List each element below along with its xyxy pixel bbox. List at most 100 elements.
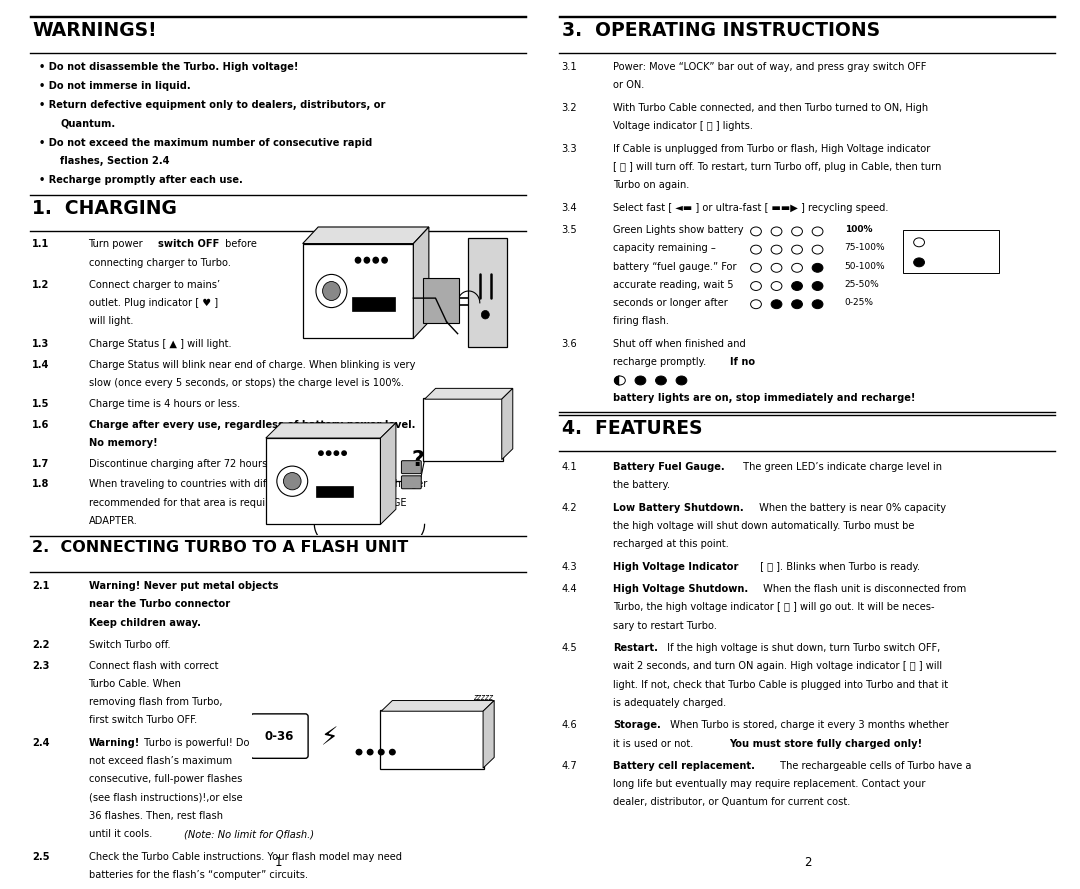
Text: 4.5: 4.5	[562, 644, 577, 653]
Text: [ ⓨ ]. Blinks when Turbo is ready.: [ ⓨ ]. Blinks when Turbo is ready.	[757, 562, 920, 572]
Circle shape	[326, 451, 330, 455]
Text: The green LED’s indicate charge level in: The green LED’s indicate charge level in	[740, 462, 942, 472]
FancyBboxPatch shape	[251, 714, 308, 758]
Text: 4.2: 4.2	[562, 503, 577, 513]
Text: You must store fully charged only!: You must store fully charged only!	[729, 739, 922, 749]
Polygon shape	[266, 438, 380, 525]
FancyBboxPatch shape	[315, 485, 353, 497]
FancyBboxPatch shape	[423, 278, 459, 323]
FancyBboxPatch shape	[468, 237, 508, 347]
Text: 4.6: 4.6	[562, 720, 577, 731]
Text: 36 flashes. Then, rest flash: 36 flashes. Then, rest flash	[89, 811, 222, 821]
Text: Shut off when finished and: Shut off when finished and	[613, 339, 746, 348]
Polygon shape	[502, 388, 513, 460]
Text: 1.2: 1.2	[32, 280, 50, 290]
Text: Turn power: Turn power	[89, 239, 147, 249]
Circle shape	[334, 451, 339, 455]
Text: If Cable is unplugged from Turbo or flash, High Voltage indicator: If Cable is unplugged from Turbo or flas…	[613, 144, 931, 154]
Circle shape	[792, 263, 802, 272]
Text: 50-100%: 50-100%	[845, 261, 886, 270]
Text: 2.1: 2.1	[32, 581, 50, 591]
Text: 0-36: 0-36	[265, 730, 294, 742]
Text: 4.4: 4.4	[562, 584, 577, 594]
Text: ADAPTER.: ADAPTER.	[89, 516, 137, 525]
Text: When the flash unit is disconnected from: When the flash unit is disconnected from	[760, 584, 967, 594]
Circle shape	[323, 282, 340, 300]
Circle shape	[751, 300, 761, 308]
Text: 3.1: 3.1	[562, 62, 578, 72]
Circle shape	[771, 263, 782, 272]
Text: 1.5: 1.5	[32, 399, 50, 409]
Text: 2.  CONNECTING TURBO TO A FLASH UNIT: 2. CONNECTING TURBO TO A FLASH UNIT	[32, 541, 408, 556]
Text: The rechargeable cells of Turbo have a: The rechargeable cells of Turbo have a	[777, 761, 971, 771]
Text: sary to restart Turbo.: sary to restart Turbo.	[613, 621, 717, 630]
Circle shape	[751, 227, 761, 236]
Text: 2: 2	[805, 856, 811, 869]
Text: flashes, Section 2.4: flashes, Section 2.4	[60, 156, 170, 166]
Circle shape	[812, 263, 823, 272]
Circle shape	[378, 749, 384, 755]
Text: Charge time is 4 hours or less.: Charge time is 4 hours or less.	[89, 399, 240, 409]
Text: Turbo is powerful! Do: Turbo is powerful! Do	[141, 738, 249, 748]
Text: 100%: 100%	[845, 225, 872, 234]
Circle shape	[355, 257, 361, 263]
FancyBboxPatch shape	[352, 297, 394, 311]
Circle shape	[751, 245, 761, 254]
Text: Turbo, the high voltage indicator [ ⓨ ] will go out. It will be neces-: Turbo, the high voltage indicator [ ⓨ ] …	[613, 603, 935, 613]
Text: accurate reading, wait 5: accurate reading, wait 5	[613, 280, 734, 290]
Text: slow (once every 5 seconds, or stops) the charge level is 100%.: slow (once every 5 seconds, or stops) th…	[89, 378, 404, 388]
Text: the battery.: the battery.	[613, 480, 671, 490]
Circle shape	[771, 300, 782, 308]
Text: • Return defective equipment only to dealers, distributors, or: • Return defective equipment only to dea…	[39, 100, 386, 110]
Text: 3.3: 3.3	[562, 144, 577, 154]
Text: No memory!: No memory!	[89, 437, 158, 448]
Text: • Recharge promptly after each use.: • Recharge promptly after each use.	[39, 175, 243, 185]
Text: • Do not exceed the maximum number of consecutive rapid: • Do not exceed the maximum number of co…	[39, 138, 373, 148]
Text: ⚡: ⚡	[321, 726, 338, 749]
Text: 1.7: 1.7	[32, 459, 50, 469]
Text: 3.2: 3.2	[562, 103, 577, 113]
Text: Connect flash with correct: Connect flash with correct	[89, 661, 218, 671]
Circle shape	[792, 282, 802, 291]
Polygon shape	[381, 701, 495, 711]
Text: 1.1: 1.1	[32, 239, 50, 249]
Text: Switch Turbo off.: Switch Turbo off.	[89, 640, 171, 650]
Text: Select fast [ ◄▬ ] or ultra-fast [ ▬▬▶ ] recycling speed.: Select fast [ ◄▬ ] or ultra-fast [ ▬▬▶ ]…	[613, 203, 889, 212]
Circle shape	[283, 473, 301, 490]
Text: dealer, distributor, or Quantum for current cost.: dealer, distributor, or Quantum for curr…	[613, 797, 851, 807]
Circle shape	[792, 245, 802, 254]
Circle shape	[316, 275, 347, 308]
Text: High Voltage Indicator: High Voltage Indicator	[613, 562, 739, 572]
Text: battery “fuel gauge.” For: battery “fuel gauge.” For	[613, 261, 737, 271]
Text: [ ⓨ ] will turn off. To restart, turn Turbo off, plug in Cable, then turn: [ ⓨ ] will turn off. To restart, turn Tu…	[613, 162, 942, 172]
Text: 2.3: 2.3	[32, 661, 50, 671]
Polygon shape	[483, 701, 495, 768]
FancyBboxPatch shape	[402, 461, 421, 474]
Text: Green Lights show battery: Green Lights show battery	[613, 225, 744, 236]
Text: not exceed flash’s maximum: not exceed flash’s maximum	[89, 757, 232, 766]
Text: 2.4: 2.4	[32, 738, 50, 748]
Text: 1.4: 1.4	[32, 360, 50, 370]
Circle shape	[635, 376, 646, 385]
Text: light. If not, check that Turbo Cable is plugged into Turbo and that it: light. If not, check that Turbo Cable is…	[613, 679, 948, 690]
Polygon shape	[424, 388, 513, 399]
Text: Charge Status [ ▲ ] will light.: Charge Status [ ▲ ] will light.	[89, 339, 231, 349]
Wedge shape	[615, 376, 620, 385]
Text: is adequately charged.: is adequately charged.	[613, 698, 727, 708]
Text: ?: ?	[411, 451, 424, 470]
Circle shape	[812, 227, 823, 236]
Text: Check the Turbo Cable instructions. Your flash model may need: Check the Turbo Cable instructions. Your…	[89, 852, 402, 861]
Text: switch OFF: switch OFF	[158, 239, 219, 249]
Circle shape	[373, 257, 378, 263]
Polygon shape	[302, 227, 429, 244]
Text: Power: Move “LOCK” bar out of way, and press gray switch OFF: Power: Move “LOCK” bar out of way, and p…	[613, 62, 927, 72]
Text: 4.3: 4.3	[562, 562, 577, 572]
Circle shape	[276, 466, 308, 496]
Text: Storage.: Storage.	[613, 720, 661, 731]
Text: 1.8: 1.8	[32, 479, 50, 490]
Text: 4.7: 4.7	[562, 761, 577, 771]
Circle shape	[364, 257, 369, 263]
Text: If the high voltage is shut down, turn Turbo switch OFF,: If the high voltage is shut down, turn T…	[664, 644, 941, 653]
Text: Connect charger to mains’: Connect charger to mains’	[89, 280, 219, 290]
Text: Keep children away.: Keep children away.	[89, 618, 201, 628]
